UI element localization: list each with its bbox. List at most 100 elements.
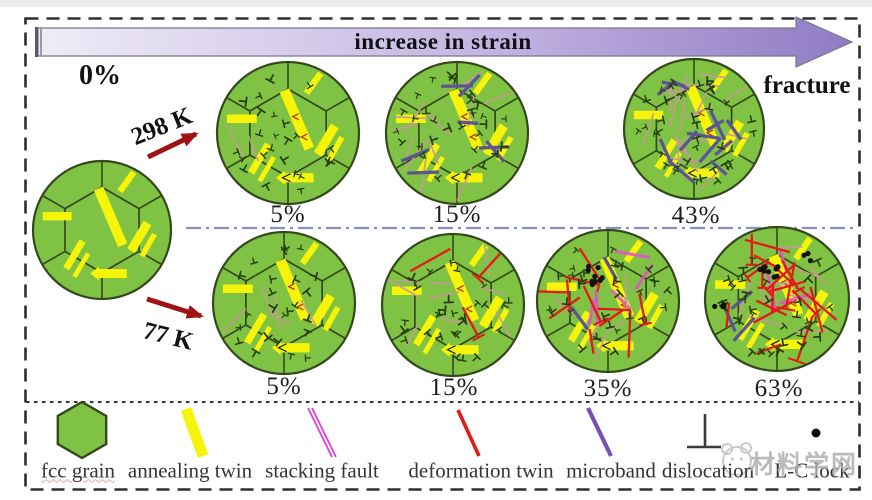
dislocation-tee-glyph [796, 329, 806, 338]
dislocation-tee-glyph [287, 352, 296, 360]
dislocation-tee-glyph [826, 303, 833, 311]
dislocation-tee-glyph [713, 176, 722, 185]
dislocation-tee-glyph [466, 96, 475, 104]
dislocation-tee-glyph [657, 115, 666, 125]
dislocation-tee-glyph [280, 246, 290, 256]
dislocation-tee-glyph [281, 119, 291, 129]
dislocation-tee-glyph [458, 121, 466, 130]
dislocation-tee-glyph [682, 157, 692, 166]
dislocation-tee-glyph [653, 130, 659, 137]
dislocation-tee-glyph [429, 76, 437, 83]
panda-logo-icon [721, 442, 752, 476]
strain-label-298k-5: 5% [270, 201, 306, 228]
dislocation-tee-glyph [706, 76, 715, 86]
initial-strain-label: 0% [79, 60, 121, 91]
strain-gradient-arrow-icon [37, 16, 854, 68]
grain-circle-initial-0pct [31, 159, 173, 301]
dislocation-tee-glyph [775, 346, 785, 357]
dislocation-tee-glyph [557, 271, 565, 281]
dislocation-tee-glyph [758, 347, 766, 355]
dislocation-tee-glyph [668, 78, 678, 88]
dislocation-tee-glyph [778, 338, 789, 348]
legend-label-dislocation: dislocation [661, 458, 755, 483]
dislocation-tee-glyph [466, 89, 476, 98]
grain-circle-77K-15pct [380, 232, 526, 378]
dislocation-tee-glyph [293, 132, 301, 140]
legend-label-lc-lock: L-C lock [774, 458, 850, 483]
grain-circle-77K-63pct [703, 225, 851, 373]
watermark-text: 材料学网 [749, 450, 859, 479]
dislocation-tee-glyph [729, 283, 737, 291]
dislocation-tee-glyph [256, 106, 266, 117]
arrow-tail-bar2 [40, 27, 42, 57]
dislocation-tee-glyph [470, 112, 477, 118]
dislocation-tee-glyph [251, 348, 261, 358]
dislocation-tee-glyph [659, 303, 667, 312]
fracture-label: fracture [763, 72, 851, 99]
dislocation-tee-glyph [641, 123, 649, 130]
legend-label-stacking-fault: stacking fault [265, 458, 379, 483]
lc-lock-dot [774, 273, 780, 279]
dislocation-tee-glyph [659, 86, 667, 94]
microstructure-circles [31, 57, 851, 378]
dislocation-tee-glyph [583, 269, 590, 278]
dislocation-tee-glyph [695, 79, 705, 88]
dislocation-tee-glyph [472, 353, 481, 362]
dislocation-tee-glyph [481, 281, 488, 289]
dislocation-tee-glyph [458, 313, 467, 323]
dislocation-tee-glyph [273, 133, 280, 140]
dislocation-tee-glyph [500, 141, 509, 152]
dislocation-tee-glyph [303, 328, 312, 337]
lc-lock-dot [805, 250, 811, 257]
dislocation-tee-glyph [796, 341, 807, 351]
dislocation-tee-glyph [283, 136, 293, 146]
lc-lock-dot [761, 268, 767, 274]
lc-lock-dot [712, 303, 718, 310]
dislocation-tee-glyph [479, 119, 488, 130]
strain-label-77k-5: 5% [266, 373, 302, 400]
dislocation-tee-glyph [762, 278, 771, 287]
dislocation-tee-glyph [636, 288, 644, 296]
dislocation-tee-glyph [764, 295, 774, 305]
dislocation-tee-glyph [572, 246, 580, 254]
yellow-bar-icon [180, 407, 209, 458]
dislocation-tee-glyph [663, 286, 672, 295]
dislocation-tee-glyph [691, 120, 701, 130]
dislocation-tee-glyph [692, 144, 700, 152]
dislocation-tee-glyph [635, 128, 642, 135]
dislocation-tee-glyph [414, 92, 422, 99]
dislocation-tee-glyph [448, 74, 458, 85]
dislocation-tee-glyph [255, 92, 263, 100]
dislocation-tee-glyph [426, 268, 434, 275]
dislocation-tee-glyph [296, 187, 305, 195]
dislocation-tee-glyph [732, 314, 743, 325]
dislocation-tee-glyph [612, 275, 622, 286]
dislocation-tee-glyph [401, 319, 410, 327]
dislocation-tee-glyph [298, 173, 305, 180]
dislocation-tee-glyph [273, 337, 283, 347]
red-line-icon [456, 409, 481, 457]
strain-label-77k-15: 15% [429, 374, 479, 401]
dislocation-tee-glyph [481, 300, 490, 309]
dislocation-tee-glyph [495, 326, 502, 334]
dislocation-tee-glyph [578, 274, 588, 284]
dislocation-tee-glyph [738, 295, 746, 304]
dislocation-tee-glyph [708, 165, 718, 175]
dislocation-tee-glyph [291, 274, 301, 284]
outer-dashed-border [24, 17, 861, 491]
dislocation-tee-glyph [747, 115, 757, 124]
lc-lock-dot [807, 258, 814, 264]
dislocation-tee-glyph [626, 313, 634, 320]
purple-line-icon [586, 407, 613, 457]
arrow-tail-bar [35, 27, 38, 57]
dislocation-tee-glyph [407, 272, 417, 283]
dislocation-tee-glyph [419, 151, 427, 159]
dislocation-tee-glyph [504, 297, 513, 304]
dislocation-tee-glyph [749, 257, 757, 264]
dislocation-tee-glyph [268, 303, 279, 314]
lc-lock-dot [585, 267, 591, 273]
dislocation-tee-glyph [672, 168, 679, 175]
black-dot-icon [811, 428, 821, 438]
dislocation-tee-glyph [260, 151, 268, 160]
